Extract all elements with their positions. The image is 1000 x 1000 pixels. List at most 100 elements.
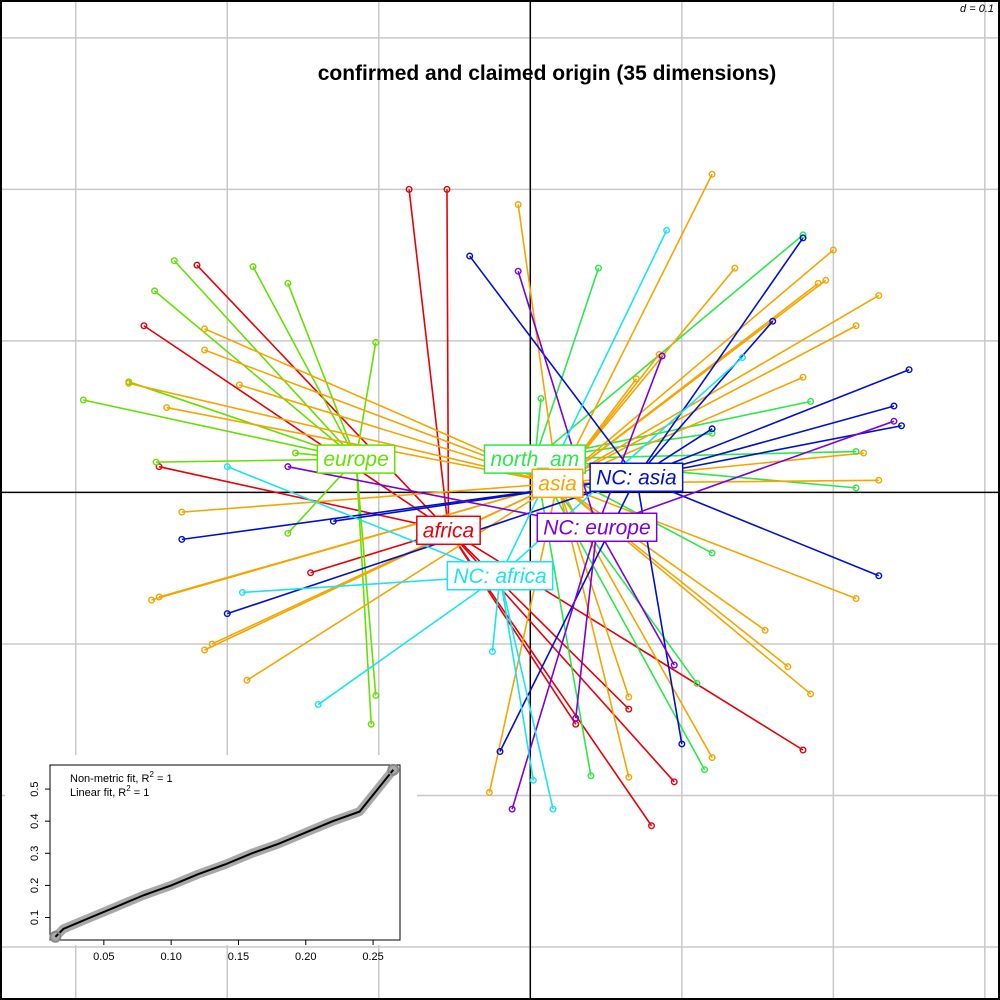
point-nc-africa <box>549 805 557 813</box>
point-asia <box>860 449 868 457</box>
point-africa <box>443 185 451 193</box>
point-asia <box>784 663 792 671</box>
group-label-text: europe <box>323 448 388 471</box>
group-label-text: NC: asia <box>596 466 677 489</box>
grid-scale-label: d = 0.1 <box>960 3 994 15</box>
point-nc-europe <box>890 417 898 425</box>
point-nc-africa <box>738 354 746 362</box>
point-north-am <box>708 429 716 437</box>
segment-nc-europe <box>596 526 675 666</box>
point-nc-europe <box>658 352 666 360</box>
point-asia <box>875 476 883 484</box>
point-nc-africa <box>529 776 537 784</box>
point-asia <box>761 626 769 634</box>
inset-x-tick-label: 0.20 <box>295 951 316 963</box>
point-north-am <box>693 679 701 687</box>
point-asia <box>731 264 739 272</box>
inset-x-tick-label: 0.15 <box>228 951 249 963</box>
segment-asia <box>151 482 558 601</box>
point-nc-asia <box>769 317 777 325</box>
point-nc-asia <box>223 610 231 618</box>
segment-north-am <box>534 458 857 489</box>
inset-background <box>5 755 417 945</box>
point-north-am <box>701 766 709 774</box>
point-asia <box>125 379 133 387</box>
point-nc-asia <box>875 572 883 580</box>
point-asia <box>875 291 883 299</box>
point-asia <box>235 381 243 389</box>
chart-title: confirmed and claimed origin (35 dimensi… <box>318 62 777 85</box>
segment-europe <box>173 260 357 460</box>
segment-nc-asia <box>333 476 637 523</box>
point-europe <box>284 279 292 287</box>
point-asia <box>155 593 163 601</box>
point-nc-europe <box>508 805 516 813</box>
segment-north-am <box>534 458 706 771</box>
point-africa <box>648 822 656 830</box>
point-europe <box>372 338 380 346</box>
group-label-north-am: north_am <box>483 444 586 474</box>
segment-nc-europe <box>596 355 663 528</box>
segment-north-am <box>534 267 600 460</box>
inset-x-tick-label: 0.05 <box>93 951 114 963</box>
segment-nc-africa <box>226 465 501 577</box>
segment-nc-asia <box>469 255 638 478</box>
point-nc-europe <box>514 267 522 275</box>
point-nc-asia <box>799 234 807 242</box>
inset-frame <box>49 764 401 941</box>
point-africa <box>405 185 413 193</box>
point-asia <box>485 788 493 796</box>
point-asia <box>625 693 633 701</box>
point-nc-africa <box>488 648 496 656</box>
point-north-am <box>799 231 807 239</box>
point-africa <box>670 778 678 786</box>
inset-y-tick-label: 0.5 <box>29 781 41 796</box>
segment-nc-asia <box>636 476 880 577</box>
group-label-box <box>531 468 584 499</box>
point-asia <box>201 646 209 654</box>
segment-africa <box>447 529 630 710</box>
segment-africa <box>446 189 450 531</box>
point-nc-asia <box>898 422 906 430</box>
segment-africa <box>408 189 450 531</box>
segment-asia <box>557 482 766 631</box>
segment-asia <box>557 482 857 600</box>
inset-x-tick-label: 0.25 <box>362 951 383 963</box>
segment-asia <box>557 325 857 485</box>
point-nc-asia <box>890 402 898 410</box>
inset-legend-line: Non-metric fit, R2 = 1 <box>70 770 173 785</box>
point-asia <box>708 754 716 762</box>
point-nc-africa <box>663 226 671 234</box>
point-africa <box>307 569 315 577</box>
segment-nc-africa <box>499 575 535 781</box>
point-asia <box>852 322 860 330</box>
segment-nc-africa <box>499 575 554 810</box>
segment-asia <box>517 204 559 484</box>
point-asia <box>807 690 815 698</box>
spider-segments <box>83 173 910 827</box>
segment-asia <box>556 173 713 484</box>
point-nc-europe <box>670 661 678 669</box>
point-asia <box>799 373 807 381</box>
group-label-asia: asia <box>531 468 584 499</box>
inset-y-tick-label: 0.4 <box>29 814 41 829</box>
group-label-nc-europe: NC: europe <box>536 512 658 543</box>
point-europe <box>249 263 257 271</box>
point-asia <box>148 596 156 604</box>
point-nc-asia <box>178 535 186 543</box>
point-asia <box>201 325 209 333</box>
point-asia <box>625 773 633 781</box>
segment-nc-europe <box>596 420 895 529</box>
segment-nc-asia <box>635 237 804 478</box>
group-label-box <box>416 515 481 546</box>
point-asia <box>822 276 830 284</box>
point-europe <box>170 257 178 265</box>
point-asia <box>632 375 640 383</box>
group-label-box <box>536 512 658 543</box>
segment-north-am <box>534 458 592 776</box>
data-points <box>79 170 913 830</box>
inset-x-tick-label: 0.10 <box>160 951 181 963</box>
segment-africa <box>143 325 449 531</box>
inset-fit-line <box>54 769 395 938</box>
